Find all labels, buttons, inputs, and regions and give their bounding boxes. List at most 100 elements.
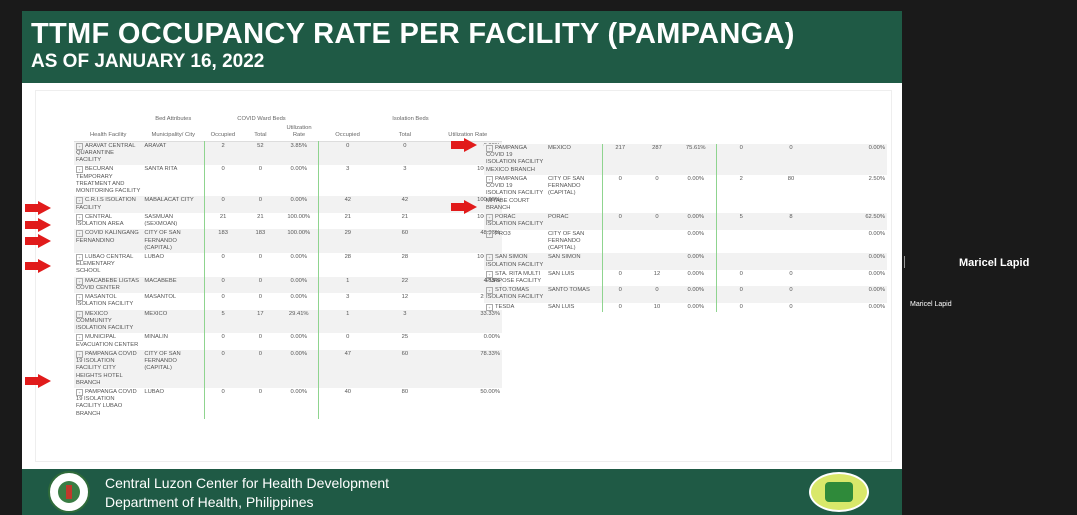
isolation-rate-cell: 48.33% [433, 229, 502, 253]
facility-cell: + TESDA [484, 303, 546, 312]
expand-plus-icon[interactable]: + [76, 213, 83, 221]
facility-name: PORAC ISOLATION FACILITY [486, 214, 544, 228]
municipality-cell: SANTO TOMAS [546, 286, 602, 303]
presentation-slide: TTMF OCCUPANCY RATE PER FACILITY (PAMPAN… [22, 11, 902, 515]
isolation-total-cell: 80 [401, 388, 409, 395]
ward-rate-column-header[interactable]: Utilization Rate [286, 125, 312, 139]
expand-plus-icon[interactable]: + [486, 270, 493, 278]
municipality-column-header[interactable]: Municipality/ City [151, 132, 196, 139]
municipality-cell: CITY OF SAN FERNANDO (CAPITAL) [548, 175, 585, 197]
facility-cell: + MUNICIPAL EVACUATION CENTER [74, 333, 142, 349]
ward-occupied-cell: 5 [203, 309, 242, 334]
footer-organization: Central Luzon Center for Health Developm… [105, 475, 390, 491]
table-row[interactable]: + STO.TOMAS ISOLATION FACILITY SANTO TOMAS… [484, 286, 887, 303]
facility-name: MACABEBE LIGTAS COVID CENTER [76, 277, 140, 291]
expand-plus-icon[interactable]: + [76, 166, 83, 174]
table-row[interactable]: + SAN SIMON ISOLATION FACILITY SAN SIMON 0.… [484, 253, 887, 270]
isolation-occupied-cell: 29 [318, 229, 377, 253]
expand-plus-icon[interactable]: + [76, 197, 83, 205]
expand-plus-icon[interactable]: + [76, 310, 83, 318]
ward-occupied-cell: 0 [203, 293, 242, 310]
ward-total-cell: 183 [241, 229, 280, 253]
expand-plus-icon[interactable]: + [486, 214, 493, 222]
table-row[interactable]: + PRO3 CITY OF SAN FERNANDO (CAPITAL) 0.00%… [484, 229, 887, 254]
facility-name: PAMPANGA COVID 19 ISOLATION FACILITY MEX… [486, 145, 544, 173]
ward-occupied-column-header[interactable]: Occupied [210, 132, 236, 139]
expand-plus-icon[interactable]: + [76, 388, 83, 396]
ward-total-cell: 0 [241, 349, 280, 388]
isolation-occupied-cell: 42 [318, 196, 377, 213]
table-row[interactable]: + PORAC ISOLATION FACILITY PORAC 0 0 0.00% 5 8 6… [484, 213, 887, 230]
facility-name: MUNICIPAL EVACUATION CENTER [76, 334, 139, 348]
red-arrow-icon [25, 234, 51, 248]
municipality-cell: MEXICO [546, 144, 602, 175]
table-row[interactable]: + PAMPANGA COVID 19 ISOLATION FACILITY ME… [484, 144, 887, 175]
expand-plus-icon[interactable]: + [486, 303, 493, 311]
expand-plus-icon[interactable]: + [486, 230, 493, 238]
isolation-total-cell [766, 253, 816, 270]
facility-name: ARAVAT CENTRAL QUARANTINE FACILITY [76, 142, 136, 164]
facility-cell: + STA. RITA MULTI PURPOSE FACILITY [484, 270, 546, 286]
isolation-occupied-cell: 5 [715, 213, 766, 230]
facility-name: BECURAN TEMPORARY TREATMENT AND MONITORI… [76, 166, 141, 195]
isolation-occupied-cell: 0 [715, 269, 766, 287]
facility-name: PAMPANGA COVID 19 ISOLATION FACILITY LUB… [76, 388, 137, 417]
ward-occupied-cell: 0 [601, 269, 638, 287]
isolation-rate-cell: 0.00% [816, 253, 887, 270]
ward-occupied-cell: 0 [203, 333, 242, 350]
ward-total-cell: 0 [258, 166, 262, 173]
table-row[interactable]: + STA. RITA MULTI PURPOSE FACILITY SAN LUI… [484, 269, 887, 287]
expand-plus-icon[interactable]: + [486, 175, 493, 183]
ward-total-column-header[interactable]: Total [254, 132, 267, 139]
expand-plus-icon[interactable]: + [76, 350, 83, 358]
table-row[interactable]: + MEXICO COMMUNITY ISOLATION FACILITY MEXI… [74, 309, 502, 334]
facility-name: MASANTOL ISOLATION FACILITY [76, 294, 134, 308]
table-row[interactable]: + MASANTOL ISOLATION FACILITY MASANTOL 0 0 0.… [74, 293, 502, 310]
expand-plus-icon[interactable]: + [486, 287, 493, 295]
isolation-rate-cell: 2.50% [868, 175, 885, 182]
table-row[interactable]: + TESDA SAN LUIS 0 10 0.00% 0 0 0.00% [484, 302, 887, 312]
table-row[interactable]: + ARAVAT CENTRAL QUARANTINE FACILITY ARAVA… [74, 141, 502, 166]
table-row[interactable]: + CENTRAL ISOLATION AREA SASMUAN (SEXMOAN)… [74, 212, 502, 230]
expand-plus-icon[interactable]: + [76, 277, 83, 285]
expand-plus-icon[interactable]: + [486, 145, 493, 152]
ward-total-cell: 0 [258, 294, 262, 301]
facility-name: PRO3 [495, 230, 511, 237]
expand-plus-icon[interactable]: + [486, 254, 493, 262]
expand-plus-icon[interactable]: + [76, 142, 83, 150]
table-row[interactable]: + MUNICIPAL EVACUATION CENTER MINALIN 0 0 0.0… [74, 333, 502, 350]
participant-label: Maricel Lapid [910, 301, 952, 308]
participant-name[interactable]: Maricel Lapid [959, 257, 1030, 269]
isolation-occupied-cell: 1 [318, 276, 377, 294]
facility-name: LUBAO CENTRAL ELEMENTARY SCHOOL [76, 253, 134, 275]
facility-column-header[interactable]: Health Facility [89, 132, 127, 139]
ward-occupied-cell: 0 [601, 174, 638, 214]
facility-cell: + STO.TOMAS ISOLATION FACILITY [484, 286, 546, 303]
table-row[interactable]: + PAMPANGA COVID 19 ISOLATION FACILITY CI… [74, 349, 502, 388]
table-row[interactable]: + COVID KALINGANG FERNANDINO CITY OF SAN F… [74, 229, 502, 253]
isolation-rate-column-header[interactable]: Utilization Rate [448, 132, 488, 139]
table-row[interactable]: + PAMPANGA COVID 19 ISOLATION FACILITY MI… [484, 174, 887, 214]
table-row[interactable]: + LUBAO CENTRAL ELEMENTARY SCHOOL LUBAO 0 0 0… [74, 252, 502, 277]
isolation-total-cell: 22 [376, 276, 434, 294]
table-row[interactable]: + BECURAN TEMPORARY TREATMENT AND MONITOR… [74, 165, 502, 197]
isolation-rate-cell: 0.00% [816, 144, 887, 175]
expand-plus-icon[interactable]: + [76, 253, 83, 261]
table-panel: Bed Attributes COVID Ward Beds Isolation… [25, 90, 892, 462]
expand-plus-icon[interactable]: + [76, 230, 83, 238]
expand-plus-icon[interactable]: + [76, 294, 83, 302]
isolation-occupied-column-header[interactable]: Occupied [335, 132, 360, 139]
expand-plus-icon[interactable]: + [76, 334, 83, 342]
ward-occupied-cell: 2 [203, 141, 242, 166]
isolation-occupied-cell: 1 [318, 309, 377, 334]
isolation-rate-cell: 62.50% [816, 213, 887, 230]
ward-total-cell: 0 [258, 388, 262, 395]
facility-cell: + BECURAN TEMPORARY TREATMENT AND MONITOR… [74, 165, 142, 196]
ward-occupied-cell: 183 [203, 229, 242, 253]
table-row[interactable]: + MACABEBE LIGTAS COVID CENTER MACABEBE 0 0 0… [74, 276, 502, 294]
ward-occupied-cell: 0 [203, 387, 242, 419]
isolation-occupied-cell: 0 [715, 302, 766, 312]
table-row[interactable]: + PAMPANGA COVID 19 ISOLATION FACILITY LU… [74, 387, 502, 419]
isolation-total-column-header[interactable]: Total [398, 132, 412, 139]
table-row[interactable]: + C.R.I.S ISOLATION FACILITY MABALACAT CIT… [74, 196, 502, 213]
